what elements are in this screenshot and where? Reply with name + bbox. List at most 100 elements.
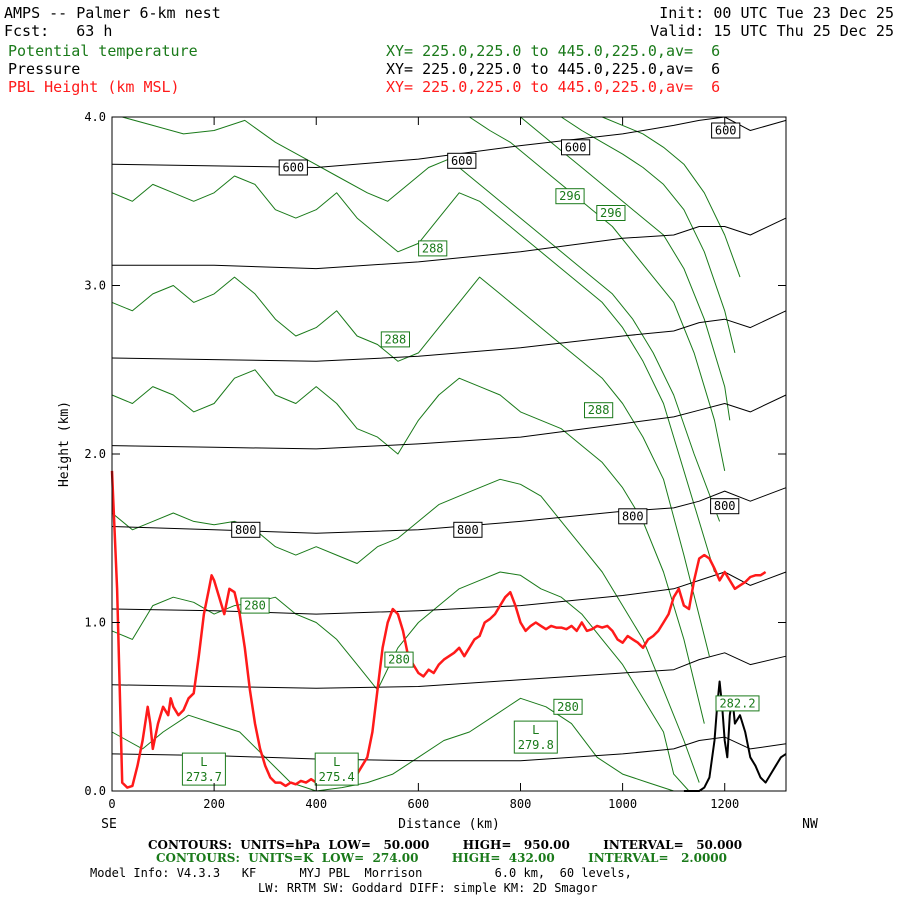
pressure-contours	[111, 116, 787, 762]
pressure-label-box	[447, 152, 477, 169]
x-end-label-left: SE	[101, 817, 117, 832]
terrain-profile	[683, 680, 787, 792]
pressure-label: 600	[711, 122, 741, 139]
theta-label: 280	[553, 698, 583, 715]
pressure-label-box	[618, 508, 648, 525]
footer-pressure-line: CONTOURS: UNITS=hPa LOW= 50.000 HIGH= 95…	[148, 838, 743, 852]
theta-contours	[111, 116, 741, 792]
theta-label: 280	[384, 651, 414, 668]
pressure-contour-900	[111, 652, 787, 689]
theta-label-box	[553, 698, 583, 715]
theta-contour-line	[111, 697, 684, 792]
pressure-label-box	[711, 122, 741, 139]
theta-contour-line	[111, 175, 715, 573]
y-tick-label: 3.0	[84, 279, 106, 293]
field-label-pressure: Pressure	[8, 60, 81, 78]
y-axis-label: Height (km)	[57, 401, 72, 487]
field-label-pbl: PBL Height (km MSL)	[8, 78, 180, 96]
theta-label: 282.2	[715, 695, 760, 712]
theta-contour-line	[111, 276, 710, 657]
y-tick-label: 0.0	[84, 784, 106, 798]
x-axis-label: Distance (km)	[398, 817, 500, 832]
x-end-label-right: NW	[802, 817, 818, 832]
theta-label-text: 280	[244, 599, 266, 613]
x-tick-label: 0	[108, 797, 115, 811]
pressure-label-box	[278, 159, 308, 176]
pressure-label-text: 800	[235, 523, 257, 537]
theta-label: 296	[555, 188, 585, 205]
theta-label-box	[384, 651, 414, 668]
theta-contour-line	[520, 116, 731, 421]
footer-model-line1: Model Info: V4.3.3 KF MYJ PBL Morrison 6…	[90, 866, 632, 880]
pressure-label-box	[231, 521, 261, 538]
pressure-label-box	[710, 498, 740, 515]
theta-label-text: 296	[600, 206, 622, 220]
x-tick-label: 1200	[710, 797, 739, 811]
theta-label-text: 288	[385, 332, 407, 346]
header-valid: Valid: 15 UTC Thu 25 Dec 25	[650, 22, 894, 40]
theta-label-box	[240, 597, 270, 614]
theta-label: 288	[380, 331, 410, 348]
theta-label-text: 296	[559, 189, 581, 203]
header-fcst: Fcst: 63 h	[4, 22, 113, 40]
theta-contour-line	[561, 116, 736, 354]
theta-label-text: 279.8	[518, 738, 554, 752]
field-xy-pressure: XY= 225.0,225.0 to 445.0,225.0,av= 6	[386, 60, 721, 78]
theta-label-box	[715, 695, 760, 712]
theta-contour-line	[111, 369, 705, 724]
pressure-contour-850	[111, 571, 787, 615]
theta-contour-line	[122, 116, 721, 522]
theta-label-box	[584, 402, 614, 419]
footer-model-line2: LW: RRTM SW: Goddard DIFF: simple KM: 2D…	[258, 881, 598, 895]
pressure-label: 600	[561, 139, 591, 156]
theta-label-text: 273.7	[186, 770, 222, 784]
pbl-height-line	[110, 470, 767, 789]
pressure-contour-800	[111, 487, 787, 534]
pressure-contour-650	[112, 217, 787, 270]
pressure-label: 800	[231, 521, 261, 538]
pressure-label-text: 800	[714, 499, 736, 513]
pbl-height-series	[110, 470, 767, 789]
field-xy-theta: XY= 225.0,225.0 to 445.0,225.0,av= 6	[386, 42, 721, 60]
axes: 0.0 1.0 2.0 3.0 4.0 0 200 400 600 800 1000 1200 Dist…	[57, 110, 818, 832]
theta-label-box	[181, 752, 226, 786]
theta-label-box	[418, 240, 448, 257]
theta-label: 288	[418, 240, 448, 257]
pressure-label-text: 600	[565, 140, 587, 154]
pressure-label-text: 600	[715, 124, 737, 138]
pressure-label-text: 600	[282, 161, 304, 175]
pressure-label-text: 800	[457, 523, 479, 537]
y-tick-label: 1.0	[84, 616, 106, 630]
theta-label-text: 288	[588, 403, 610, 417]
pressure-contour-700	[111, 310, 787, 362]
theta-label-text: 282.2	[719, 696, 755, 710]
theta-contour-line	[602, 116, 741, 278]
pressure-label: 600	[447, 152, 477, 169]
header-init: Init: 00 UTC Tue 23 Dec 25	[659, 4, 894, 22]
theta-label-box	[513, 720, 558, 754]
theta-label-box	[555, 188, 585, 205]
theta-label: 280	[240, 597, 270, 614]
theta-label-text: 280	[557, 700, 579, 714]
theta-label: 288	[584, 402, 614, 419]
footer-theta-line: CONTOURS: UNITS=K LOW= 274.00 HIGH= 432.…	[156, 851, 727, 865]
theta-label-text: 275.4	[319, 770, 355, 784]
pressure-label: 800	[618, 508, 648, 525]
pressure-label: 800	[453, 521, 483, 538]
theta-label-extra: L	[200, 755, 207, 769]
x-tick-label: 1000	[608, 797, 637, 811]
theta-label-extra: L	[532, 723, 539, 737]
theta-label-extra: L	[333, 755, 340, 769]
theta-label: 296	[596, 205, 626, 221]
plot-frame	[111, 116, 787, 792]
pressure-contour-950	[111, 736, 787, 762]
pressure-label-box	[561, 139, 591, 156]
theta-label-box	[596, 205, 626, 221]
terrain-line	[683, 680, 787, 792]
pressure-label: 600	[278, 159, 308, 176]
theta-label-box	[314, 752, 359, 786]
y-tick-label: 2.0	[84, 447, 106, 461]
